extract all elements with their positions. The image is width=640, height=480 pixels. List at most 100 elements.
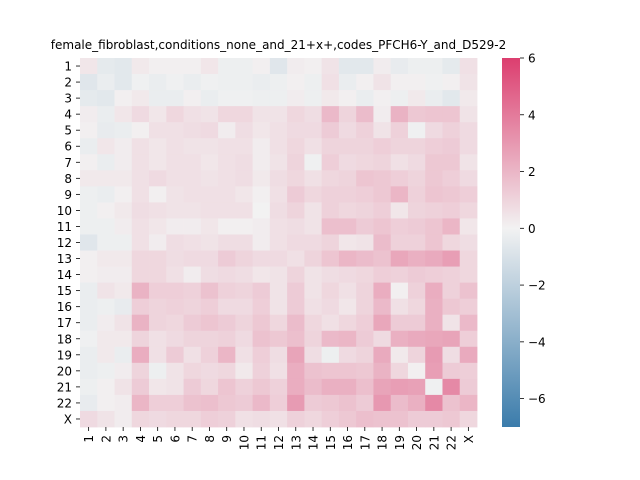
heatmap-cell	[252, 298, 271, 316]
heatmap-cell	[149, 394, 167, 412]
heatmap-cell	[166, 170, 184, 187]
heatmap-cell	[80, 330, 98, 348]
heatmap-cell	[166, 234, 184, 251]
heatmap-cell	[425, 58, 443, 75]
heatmap-cell	[287, 154, 305, 171]
heatmap-cell	[373, 154, 392, 171]
y-tick-label: 16	[57, 300, 72, 314]
heatmap-cell	[442, 330, 461, 348]
heatmap-cell	[321, 394, 340, 412]
heatmap-cell	[166, 314, 184, 332]
heatmap-cell	[97, 330, 115, 348]
heatmap-cell	[338, 122, 357, 139]
heatmap-cell	[390, 122, 409, 139]
heatmap-cell	[114, 186, 133, 203]
heatmap-cell	[356, 138, 374, 155]
heatmap-cell	[373, 298, 392, 316]
heatmap-cell	[390, 378, 409, 396]
heatmap-cell	[80, 202, 98, 219]
heatmap-cell	[269, 154, 288, 171]
heatmap-cell	[252, 90, 271, 107]
heatmap-cell	[338, 410, 357, 428]
y-tick-label: 12	[57, 236, 72, 250]
heatmap-cell	[131, 250, 150, 267]
heatmap-cell	[97, 282, 115, 300]
heatmap-cell	[407, 74, 426, 91]
heatmap-cell	[252, 282, 271, 300]
heatmap-cell	[390, 74, 409, 91]
heatmap-cell	[252, 202, 271, 219]
heatmap-cell	[80, 186, 98, 203]
heatmap-cell	[304, 74, 323, 91]
heatmap-cell	[269, 410, 288, 428]
heatmap-cell	[97, 58, 115, 75]
heatmap-cell	[252, 74, 271, 91]
heatmap-cell	[183, 250, 202, 267]
heatmap-cell	[97, 362, 115, 380]
heatmap-cell	[97, 154, 115, 171]
heatmap-cell	[459, 330, 478, 348]
heatmap-cell	[407, 154, 426, 171]
heatmap-cell	[149, 250, 167, 267]
heatmap-cell	[269, 330, 288, 348]
heatmap-cell	[200, 394, 219, 412]
heatmap-cell	[80, 250, 98, 267]
heatmap-cell	[442, 90, 461, 107]
heatmap-cell	[269, 74, 288, 91]
heatmap-cell	[390, 330, 409, 348]
heatmap-cell	[373, 170, 392, 187]
heatmap-cell	[200, 234, 219, 251]
heatmap-cell	[407, 314, 426, 332]
x-tick-label: 8	[203, 435, 217, 443]
heatmap-cell	[338, 362, 357, 380]
heatmap-cell	[97, 234, 115, 251]
heatmap-cell	[356, 234, 374, 251]
heatmap-cell	[80, 90, 98, 107]
heatmap-cell	[321, 186, 340, 203]
heatmap-cell	[338, 138, 357, 155]
heatmap-cell	[356, 154, 374, 171]
heatmap-cell	[166, 90, 184, 107]
y-tick-label: 4	[64, 108, 72, 122]
heatmap-cell	[321, 250, 340, 267]
heatmap-cell	[131, 234, 150, 251]
heatmap-cell	[166, 410, 184, 428]
heatmap-cell	[252, 362, 271, 380]
heatmap-cell	[114, 378, 133, 396]
heatmap-cell	[80, 314, 98, 332]
heatmap-cell	[80, 170, 98, 187]
y-tick-label: 7	[64, 156, 72, 170]
heatmap-cell	[459, 218, 478, 235]
heatmap-cell	[390, 58, 409, 75]
x-tick-label: 15	[324, 435, 338, 450]
heatmap-cell	[131, 58, 150, 75]
heatmap-cell	[97, 90, 115, 107]
colorbar-tick-label: 6	[528, 52, 536, 66]
heatmap-cell	[183, 170, 202, 187]
heatmap-cell	[252, 138, 271, 155]
heatmap-cell	[200, 138, 219, 155]
heatmap-cell	[442, 202, 461, 219]
heatmap-cell	[235, 122, 254, 139]
heatmap-cell	[338, 250, 357, 267]
heatmap-cell	[183, 314, 202, 332]
heatmap-cell	[80, 410, 98, 428]
heatmap-cell	[425, 282, 443, 300]
heatmap-cell	[218, 410, 236, 428]
heatmap-cell	[235, 170, 254, 187]
colorbar-tick-label: 0	[528, 222, 536, 236]
heatmap-cell	[425, 202, 443, 219]
heatmap-cell	[252, 218, 271, 235]
heatmap-cell	[269, 378, 288, 396]
x-tick-label: 2	[99, 435, 113, 443]
heatmap-cell	[304, 282, 323, 300]
heatmap-cell	[218, 314, 236, 332]
heatmap-cell	[390, 202, 409, 219]
heatmap-cell	[338, 330, 357, 348]
heatmap-cell	[149, 234, 167, 251]
heatmap-cell	[235, 282, 254, 300]
heatmap-cell	[373, 282, 392, 300]
heatmap-cell	[407, 218, 426, 235]
heatmap-cell	[425, 362, 443, 380]
heatmap-cell	[356, 90, 374, 107]
